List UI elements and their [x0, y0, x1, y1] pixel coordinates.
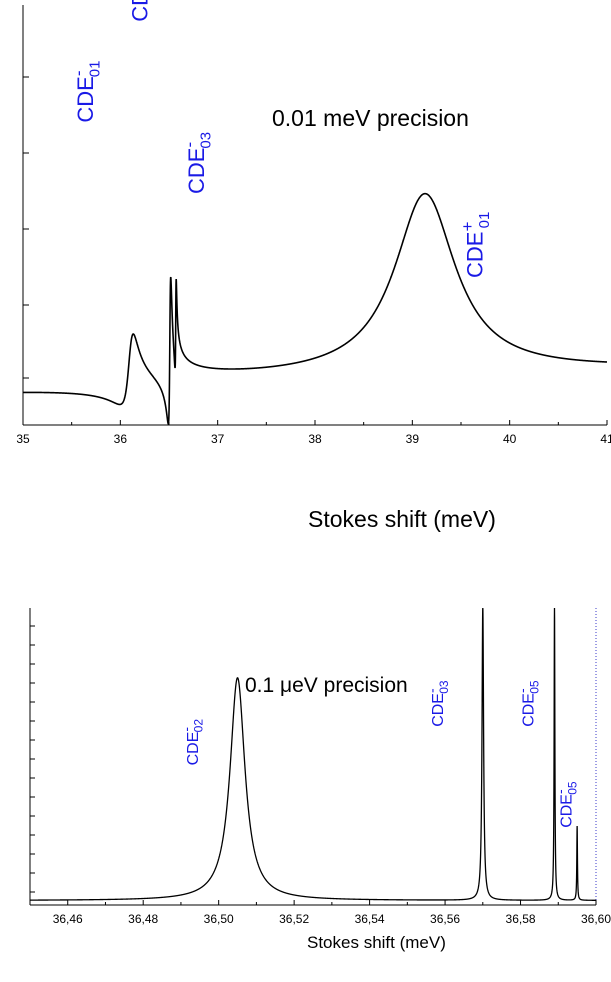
peak-label: CDE-02	[178, 719, 206, 766]
bottom-peak-labels: CDE-02 CDE-03 CDE-05 CDE-05	[178, 680, 579, 828]
peak-label: CDE-01	[69, 61, 104, 123]
top-series-line	[23, 192, 607, 425]
top-precision-annotation: 0.01 meV precision	[272, 105, 469, 131]
x-tick-label: 36,50	[204, 912, 234, 926]
top-peak-labels: CDE-01 CDE-02 CDE-03 CDE+01	[69, 0, 493, 278]
x-tick-label: 36,58	[506, 912, 536, 926]
peak-label: CDE-02	[123, 0, 158, 22]
peak-label: CDE-03	[423, 680, 451, 727]
peak-label: CDE-05	[552, 781, 580, 828]
bottom-chart-panel: 36,46 36,48 36,50 36,52 36,54 36,56 36,58 36,60…	[29, 607, 611, 952]
x-tick-label: 36,48	[128, 912, 158, 926]
peak-label: CDE-03	[180, 132, 215, 194]
top-chart-ticks: 35 36 37 38 39 40 41	[16, 76, 611, 446]
top-x-axis-title: Stokes shift (meV)	[308, 506, 496, 532]
x-tick-label: 38	[308, 432, 322, 446]
x-tick-label: 37	[211, 432, 225, 446]
x-tick-label: 36,56	[430, 912, 460, 926]
top-chart-axes	[22, 5, 607, 426]
peak-label: CDE-05	[514, 680, 542, 727]
bottom-chart-ticks: 36,46 36,48 36,50 36,52 36,54 36,56 36,58 36,60	[30, 625, 611, 926]
bottom-x-axis-title: Stokes shift (meV)	[307, 933, 446, 952]
x-tick-label: 40	[503, 432, 517, 446]
x-tick-label: 41	[600, 432, 611, 446]
x-tick-label: 39	[406, 432, 420, 446]
x-tick-label: 36,52	[279, 912, 309, 926]
x-tick-label: 35	[16, 432, 30, 446]
x-tick-label: 36	[114, 432, 128, 446]
bottom-chart-axes	[29, 608, 597, 906]
bottom-precision-annotation: 0.1 μeV precision	[245, 674, 408, 697]
bottom-series-line	[30, 607, 596, 901]
x-tick-label: 36,60	[581, 912, 611, 926]
peak-label: CDE+01	[458, 212, 493, 278]
x-tick-label: 36,46	[53, 912, 83, 926]
x-tick-label: 36,54	[355, 912, 385, 926]
